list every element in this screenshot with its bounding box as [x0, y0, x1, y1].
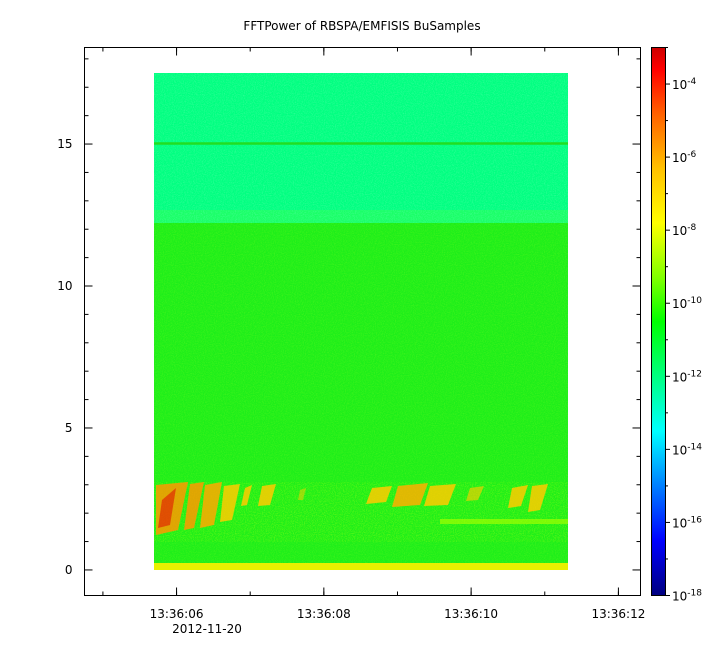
colorbar-tick-label: 10-8	[672, 223, 697, 238]
colorbar-tick-base: 10	[672, 151, 687, 165]
colorbar-tick-exponent: -8	[687, 223, 696, 233]
colorbar-tick-exponent: -18	[687, 589, 702, 599]
colorbar-tick-label: 10-16	[672, 515, 702, 530]
colorbar-tick-base: 10	[672, 443, 687, 457]
chart-title: FFTPower of RBSPA/EMFISIS BuSamples	[243, 19, 480, 33]
colorbar-tick-label: 10-6	[672, 150, 697, 165]
spectrogram-bottom-edge	[154, 563, 568, 570]
spectrogram-bursts	[156, 482, 548, 535]
colorbar-tick-label: 10-12	[672, 369, 702, 384]
colorbar-tick-exponent: -12	[687, 369, 702, 379]
y-axis: 0 5 10 15	[57, 58, 641, 577]
colorbar-tick-base: 10	[672, 78, 687, 92]
colorbar-tick-exponent: -4	[687, 77, 696, 87]
spectrogram-image	[154, 73, 568, 570]
colorbar-tick-base: 10	[672, 590, 687, 604]
colorbar-tick-exponent: -16	[687, 515, 702, 525]
colorbar-tick-label: 10-10	[672, 296, 702, 311]
y-tick-label: 15	[57, 137, 72, 151]
x-tick-label: 13:36:06	[150, 607, 204, 621]
colorbar-tick-label: 10-18	[672, 589, 702, 604]
colorbar-tick-exponent: -6	[687, 150, 696, 160]
x-axis-date-label: 2012-11-20	[172, 622, 242, 636]
spectrogram-low-streak	[440, 519, 568, 524]
y-tick-label: 0	[65, 563, 73, 577]
colorbar	[651, 47, 666, 596]
y-tick-label: 5	[65, 421, 73, 435]
colorbar-tick-base: 10	[672, 370, 687, 384]
y-tick-label: 10	[57, 279, 72, 293]
x-axis: 13:36:06 13:36:08 13:36:10 13:36:12	[102, 47, 645, 621]
colorbar-tick-base: 10	[672, 224, 687, 238]
colorbar-tick-base: 10	[672, 516, 687, 530]
colorbar-tick-label: 10-14	[672, 442, 702, 457]
colorbar-tick-base: 10	[672, 297, 687, 311]
x-tick-label: 13:36:10	[444, 607, 498, 621]
colorbar-tick-exponent: -10	[687, 296, 702, 306]
colorbar-tick-label: 10-4	[672, 77, 697, 92]
x-tick-label: 13:36:08	[297, 607, 351, 621]
colorbar-tick-exponent: -14	[687, 442, 702, 452]
spectrogram-noise-upper	[154, 73, 568, 223]
x-tick-label: 13:36:12	[591, 607, 645, 621]
